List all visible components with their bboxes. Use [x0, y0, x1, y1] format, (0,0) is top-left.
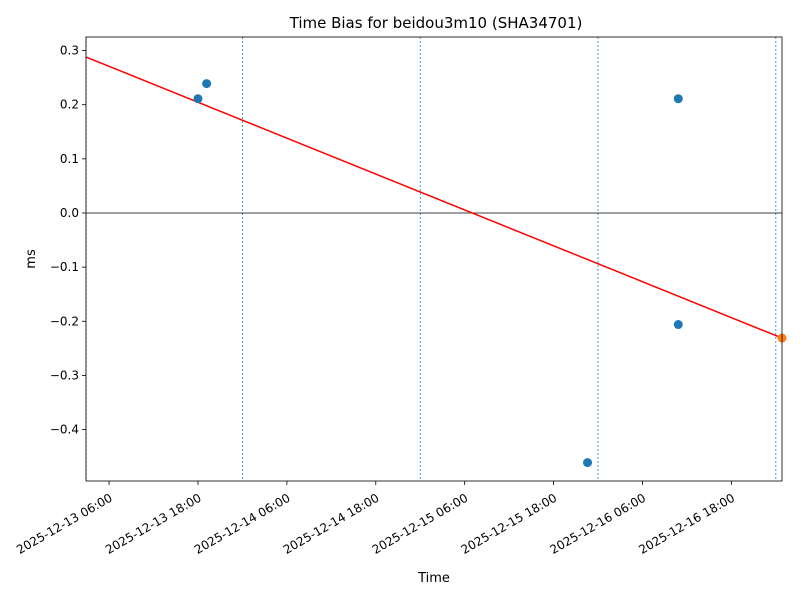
- y-tick-label: −0.1: [50, 260, 79, 274]
- series-layer: [85, 56, 787, 468]
- trend-line: [85, 56, 783, 339]
- data-point: [193, 94, 203, 104]
- y-tick-label: 0.1: [60, 152, 79, 166]
- y-tick-label: −0.4: [50, 423, 79, 437]
- plot-area: [86, 37, 782, 481]
- data-point: [202, 79, 212, 89]
- y-tick-label: 0.2: [60, 98, 79, 112]
- y-tick-label: 0.0: [60, 206, 79, 220]
- data-point: [673, 94, 683, 104]
- y-axis: 0.3 0.2 0.1 0.0 −0.1 −0.2 −0.3 −0.4: [50, 44, 86, 437]
- y-tick-label: −0.2: [50, 314, 79, 328]
- x-axis-title: Time: [417, 571, 450, 586]
- plot-frame: [85, 36, 783, 482]
- y-tick-label: −0.3: [50, 368, 79, 382]
- data-point: [583, 458, 593, 468]
- y-axis-title: ms: [24, 249, 39, 269]
- chart-title: Time Bias for beidou3m10 (SHA34701): [289, 14, 583, 32]
- y-tick-label: 0.3: [60, 44, 79, 58]
- data-point: [673, 320, 683, 330]
